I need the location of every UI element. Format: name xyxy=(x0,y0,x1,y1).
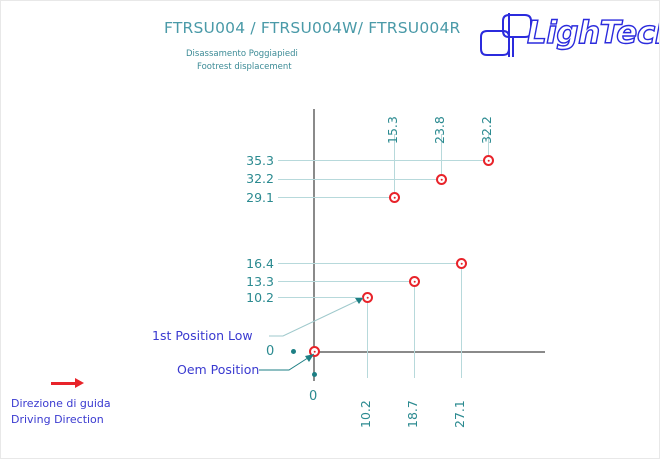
gridline-y-32-2 xyxy=(278,179,444,180)
subtitle-english: Footrest displacement xyxy=(197,62,292,72)
data-point-1st-position-low[interactable] xyxy=(362,292,373,303)
x-value-label-10-2: 10.2 xyxy=(358,400,373,428)
gridline-x-10-2 xyxy=(367,298,368,378)
gridline-y-10-2 xyxy=(278,297,370,298)
x-value-label-23-8: 23.8 xyxy=(432,116,447,144)
callout-oem-position: Oem Position xyxy=(177,362,260,377)
lightech-logo: LighTech xyxy=(479,9,659,61)
gridline-x-15-3 xyxy=(394,134,395,197)
data-point-18-7-13-3[interactable] xyxy=(409,276,420,287)
y-value-label-origin: 0 xyxy=(266,344,275,359)
subtitle-italian: Disassamento Poggiapiedi xyxy=(186,49,298,59)
data-point-23-8-32-2[interactable] xyxy=(436,174,447,185)
origin-x-tick-dot xyxy=(312,372,317,377)
gridline-x-32-2 xyxy=(488,134,489,161)
x-value-label-27-1: 27.1 xyxy=(452,400,467,428)
origin-y-tick-dot xyxy=(291,349,296,354)
lightech-logo-icon xyxy=(480,13,532,57)
driving-direction-italian: Direzione di guida xyxy=(11,397,111,410)
driving-direction-arrow-head-icon xyxy=(75,378,84,388)
x-value-label-15-3: 15.3 xyxy=(385,116,400,144)
gridline-y-29-1 xyxy=(278,197,397,198)
x-value-label-32-2: 32.2 xyxy=(479,116,494,144)
gridline-x-27-1 xyxy=(461,264,462,378)
y-value-label-16-4: 16.4 xyxy=(246,256,274,271)
y-value-label-32-2: 32.2 xyxy=(246,171,274,186)
gridline-x-23-8 xyxy=(441,134,442,179)
page-title: FTRSU004 / FTRSU004W/ FTRSU004R xyxy=(164,19,461,37)
driving-direction-arrow-icon xyxy=(51,382,77,385)
x-value-label-18-7: 18.7 xyxy=(405,400,420,428)
data-point-15-3-29-1[interactable] xyxy=(389,192,400,203)
gridline-y-16-4 xyxy=(278,263,464,264)
logo-text: LighTech xyxy=(526,14,659,51)
data-point-27-1-16-4[interactable] xyxy=(456,258,467,269)
gridline-y-13-3 xyxy=(278,281,417,282)
driving-direction-english: Driving Direction xyxy=(11,413,104,426)
y-axis-line xyxy=(313,109,315,381)
y-value-label-29-1: 29.1 xyxy=(246,190,274,205)
x-value-label-0: 0 xyxy=(309,389,318,404)
data-point-32-2-35-3[interactable] xyxy=(483,155,494,166)
x-axis-line xyxy=(314,351,545,353)
data-point-oem-position[interactable] xyxy=(309,346,320,357)
gridline-x-18-7 xyxy=(414,282,415,378)
callout-1st-position-low: 1st Position Low xyxy=(152,328,253,343)
y-value-label-35-3: 35.3 xyxy=(246,153,274,168)
y-value-label-13-3: 13.3 xyxy=(246,274,274,289)
gridline-y-35-3 xyxy=(278,160,490,161)
y-value-label-10-2: 10.2 xyxy=(246,290,274,305)
